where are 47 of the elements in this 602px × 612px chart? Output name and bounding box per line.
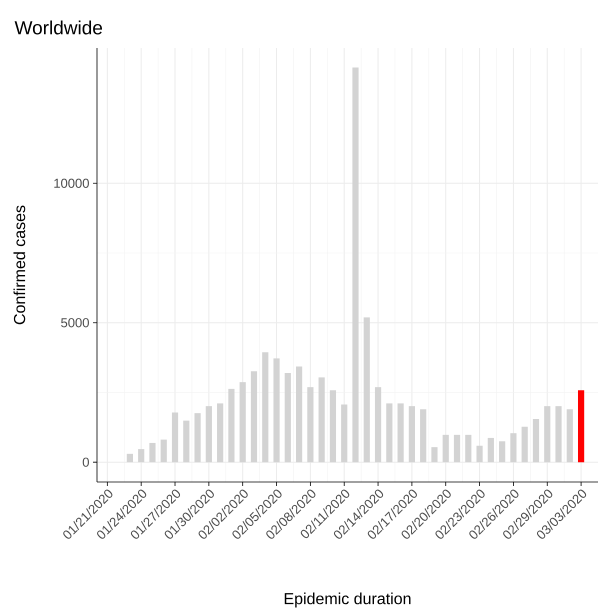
bar [374, 387, 382, 462]
bar [341, 404, 348, 462]
bar [431, 447, 438, 462]
bar [273, 358, 280, 462]
bar [228, 388, 235, 462]
bar [160, 440, 167, 462]
bar [183, 420, 190, 462]
bar [138, 449, 144, 462]
y-tick-label: 0 [82, 458, 89, 467]
bar [149, 442, 156, 462]
bar [499, 441, 506, 462]
bar [544, 406, 550, 462]
bar [172, 412, 178, 462]
bar [408, 406, 415, 462]
y-axis-title: Confirmed cases [13, 206, 26, 324]
bar [284, 372, 291, 462]
bar [465, 434, 472, 462]
bar [240, 382, 246, 462]
bar [566, 409, 573, 462]
chart-title: Worldwide [14, 20, 102, 34]
bar [307, 387, 314, 462]
bar [578, 390, 584, 462]
bar [386, 403, 392, 462]
bar [330, 390, 336, 462]
bar [194, 413, 201, 462]
bar [364, 317, 370, 462]
bar [352, 68, 359, 462]
bar [454, 434, 460, 462]
bar [398, 403, 404, 462]
y-tick-label: 5000 [61, 318, 89, 328]
bar [442, 434, 449, 462]
bar [296, 366, 302, 462]
bar [420, 409, 426, 462]
bar [250, 371, 258, 462]
bar [488, 438, 494, 462]
bar [476, 446, 483, 462]
bar [126, 454, 133, 462]
bar [318, 377, 325, 462]
x-axis-title: Epidemic duration [284, 592, 410, 608]
bar [510, 433, 517, 462]
bar [217, 403, 224, 462]
bar [206, 406, 212, 462]
bar [522, 426, 528, 462]
bar [532, 418, 540, 462]
bar [555, 406, 562, 462]
bar [262, 352, 268, 462]
y-tick-label: 10000 [54, 178, 89, 188]
